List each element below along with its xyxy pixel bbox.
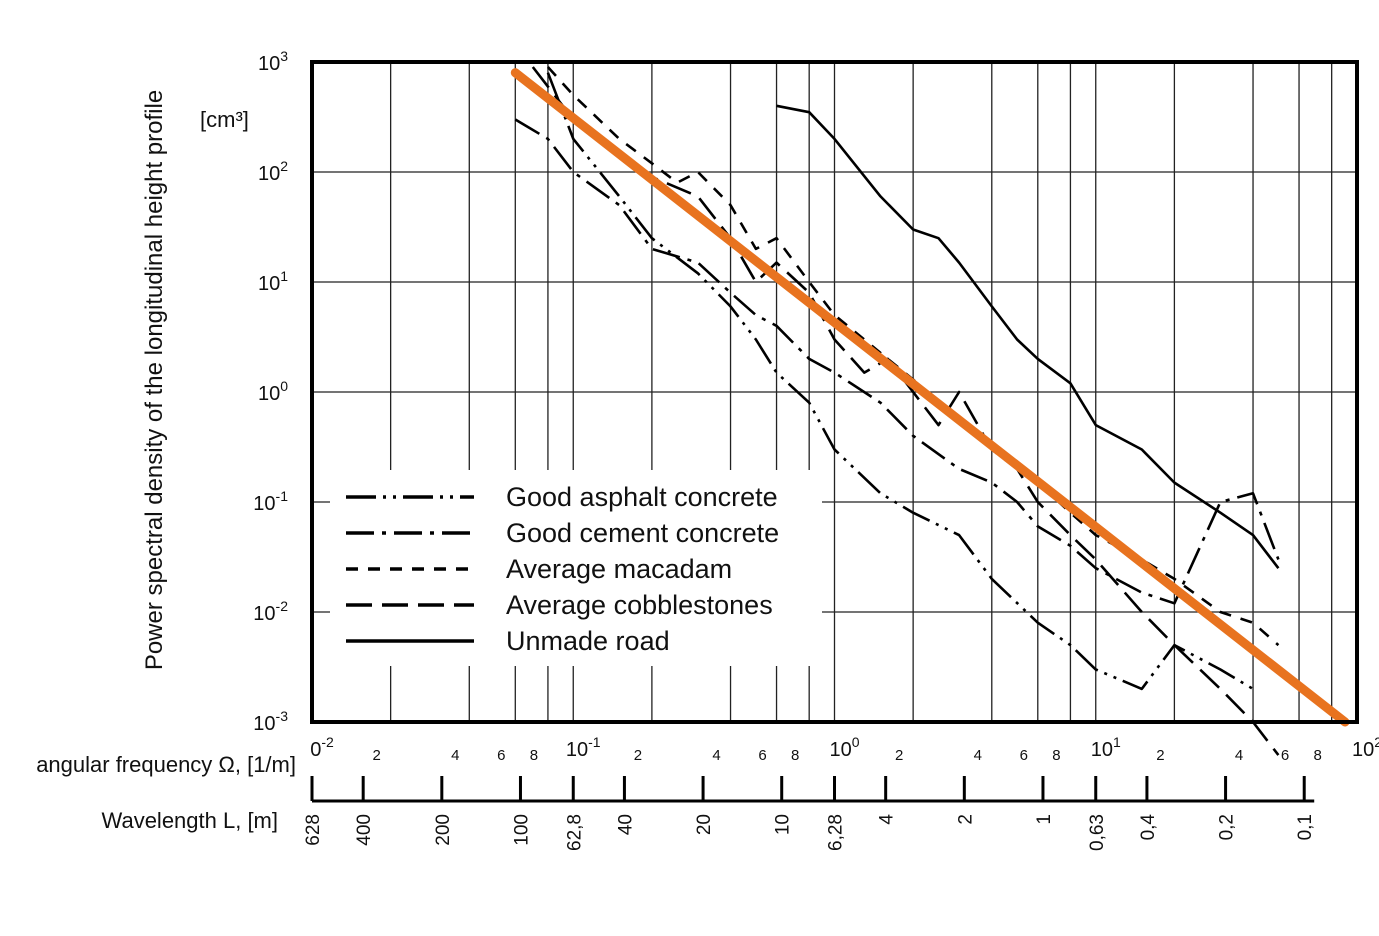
wavelength-tick-label: 0,2 [1217,814,1238,840]
reference-line-layer [510,68,1350,727]
wavelength-tick-label: 6,28 [826,814,847,851]
y-tick-label: 100 [258,378,288,405]
wavelength-tick-label: 400 [354,814,375,846]
legend-label: Average cobblestones [506,590,773,620]
y-axis-label: Power spectral density of the longitudin… [141,90,168,670]
x-tick-label: 6 [1020,747,1028,764]
wavelength-tick-label: 100 [511,814,532,846]
x-tick-label: 4 [712,747,720,764]
grid-lines [312,62,1357,722]
y-tick-label: 102 [258,158,288,185]
reference-line [510,68,1350,727]
x-tick-label: 8 [791,747,799,764]
y-tick-label: 10-2 [253,598,288,625]
wavelength-tick-label: 0,63 [1087,814,1108,851]
series-line [546,72,1254,691]
x-tick-label: 4 [1235,747,1243,764]
wavelength-tick-label: 628 [303,814,324,846]
y-tick-labels: 103 102 101 100 10-1 10-2 10-3 [253,48,288,735]
wavelength-tick-label: 200 [433,814,454,846]
x-tick-label: 8 [1052,747,1060,764]
series-line [531,66,1280,756]
x-tick-label: 6 [758,747,766,764]
y-tick-label: 103 [258,48,288,75]
legend-label: Good cement concrete [506,518,779,548]
wavelength-tick-label: 1 [1034,814,1055,825]
x-tick-label: 8 [530,747,538,764]
legend-label: Average macadam [506,554,732,584]
x-tick-label: 2 [372,747,380,764]
x-tick-label: 10-1 [566,734,601,761]
x-tick-label: 2 [634,747,642,764]
y-tick-label: 10-1 [253,488,288,515]
plot-frame [310,60,1359,724]
x-tick-label: 4 [451,747,459,764]
x-tick-labels: 0-2 2 4 6 8 10-1 2 4 6 8 100 2 4 6 8 101 2 4 6 8 102 [310,734,1379,764]
y-tick-label: 101 [258,268,288,295]
x-tick-label: 6 [1281,747,1289,764]
legend-label: Unmade road [506,626,670,656]
y-tick-label: 10-3 [253,708,288,735]
wavelength-tick-label: 2 [955,814,976,825]
series-line [514,118,1280,605]
y-axis-unit: [cm³] [200,107,249,132]
wavelength-tick-label: 62,8 [564,814,585,851]
wavelength-tick-label: 0,1 [1295,814,1316,840]
x-tick-label: 2 [1156,747,1164,764]
wavelength-axis: 628 400 200 100 62,8 40 20 10 6,28 4 2 1 0,63 0,4 0,2 0… [303,776,1316,851]
x-tick-label: 2 [895,747,903,764]
wavelength-tick-label: 4 [877,814,898,825]
wavelength-tick-label: 40 [615,814,636,835]
x-axis-title: angular frequency Ω, [1/m] [36,752,296,777]
x-tick-label: 101 [1091,734,1121,761]
x-tick-label: 6 [497,747,505,764]
x-tick-label: 8 [1314,747,1322,764]
x-tick-label: 100 [829,734,859,761]
wavelength-axis-title: Wavelength L, [m] [102,808,278,833]
x-tick-label: 102 [1352,734,1379,761]
wavelength-tick-label: 0,4 [1138,814,1159,841]
legend-label: Good asphalt concrete [506,482,778,512]
wavelength-tick-label: 10 [773,814,794,835]
x-tick-label: 4 [974,747,982,764]
wavelength-tick-label: 20 [694,814,715,835]
x-tick-label: 0-2 [310,734,334,761]
series-line [776,104,1280,569]
legend: Good asphalt concrete Good cement concret… [330,470,822,666]
